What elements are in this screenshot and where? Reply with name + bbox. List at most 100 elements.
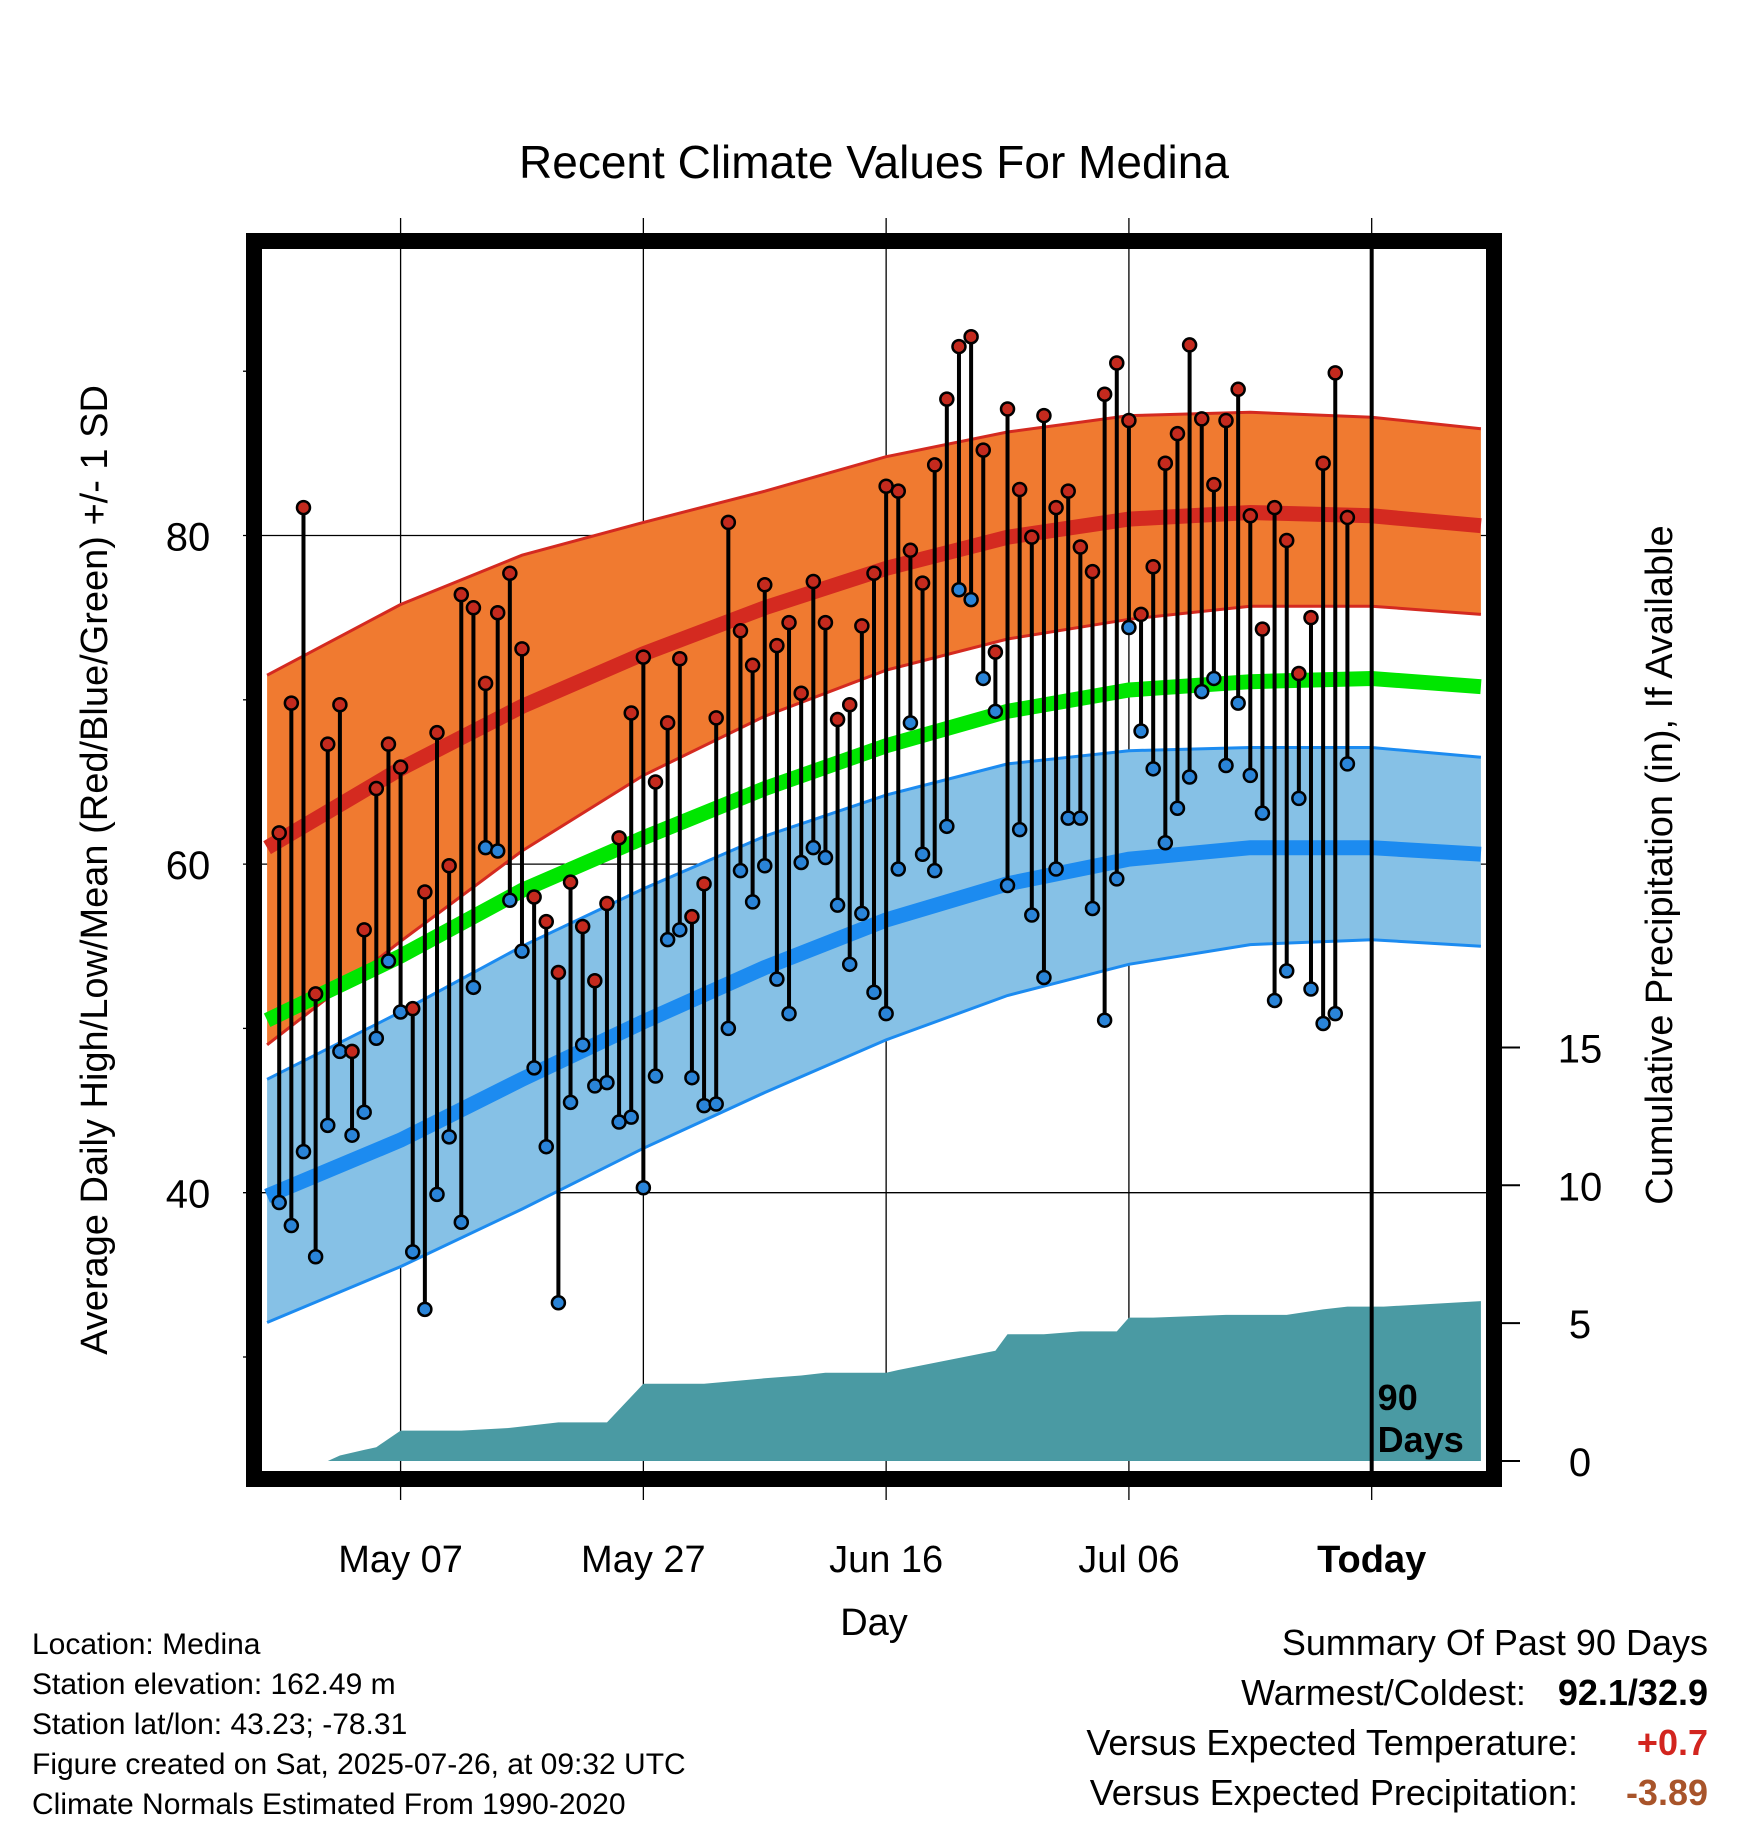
- daily-low-point: [781, 1005, 797, 1022]
- low-normal-band: [267, 747, 1481, 1323]
- daily-low-point: [914, 846, 931, 862]
- daily-high-point: [1218, 412, 1234, 429]
- daily-high-point: [344, 1043, 360, 1060]
- daily-low-point: [769, 971, 785, 987]
- daily-high-point: [465, 600, 482, 616]
- daily-low-point: [1145, 761, 1161, 777]
- precip-tick-label: 5: [1569, 1303, 1591, 1347]
- daily-high-point: [623, 705, 639, 721]
- daily-low-point: [1193, 683, 1210, 700]
- daily-low-point: [1133, 723, 1149, 739]
- x-tick-label: Jun 16: [829, 1539, 943, 1581]
- daily-low-point: [1024, 907, 1040, 923]
- daily-high-point: [890, 483, 907, 499]
- daily-low-point: [647, 1068, 664, 1084]
- daily-low-point: [975, 670, 991, 687]
- daily-high-point: [368, 780, 385, 797]
- daily-high-point: [1084, 563, 1101, 580]
- daily-low-point: [550, 1295, 567, 1311]
- daily-low-point: [902, 715, 919, 731]
- daily-high-point: [538, 913, 555, 930]
- daily-high-point: [659, 715, 676, 731]
- daily-high-point: [939, 391, 955, 407]
- daily-high-point: [841, 696, 858, 713]
- daily-high-point: [611, 830, 627, 846]
- daily-low-point: [1036, 969, 1052, 986]
- daily-high-point: [307, 986, 324, 1002]
- daily-low-point: [1254, 805, 1271, 821]
- plot-area: 90 Days May 07 May 27 Jun 16 Jul 06 Today 40 60 8…: [166, 218, 1602, 1581]
- daily-high-point: [1181, 337, 1198, 353]
- daily-low-point: [1206, 670, 1222, 687]
- x-tick-label: Jul 06: [1078, 1539, 1179, 1581]
- daily-low-point: [817, 849, 834, 866]
- daily-low-point: [1315, 1015, 1331, 1032]
- daily-low-point: [538, 1138, 555, 1155]
- info-elevation: Station elevation: 162.49 m: [32, 1668, 396, 1701]
- daily-low-point: [841, 956, 858, 973]
- daily-high-point: [392, 759, 409, 775]
- daily-low-point: [344, 1127, 360, 1143]
- daily-high-point: [829, 711, 846, 728]
- daily-low-point: [562, 1094, 579, 1111]
- daily-high-point: [817, 614, 834, 631]
- daily-low-point: [1218, 757, 1234, 774]
- daily-high-point: [914, 575, 931, 591]
- daily-high-point: [489, 604, 506, 621]
- daily-high-point: [562, 874, 579, 890]
- low-normal-band-lower-edge: [266, 938, 1481, 1324]
- precipitation-area: [279, 1301, 1481, 1461]
- daily-high-point: [1339, 509, 1356, 526]
- daily-high-point: [1145, 558, 1161, 575]
- daily-high-point: [769, 637, 785, 654]
- plot-frame: [246, 233, 1502, 1487]
- daily-low-point: [951, 581, 967, 598]
- daily-low-point: [320, 1117, 336, 1134]
- x-axis-label: Day: [840, 1602, 908, 1644]
- daily-low-point: [514, 943, 530, 959]
- daily-high-point: [635, 649, 652, 665]
- daily-high-point: [320, 736, 336, 752]
- daily-high-point: [805, 573, 822, 590]
- daily-low-point: [999, 877, 1016, 894]
- daily-low-point: [1181, 769, 1198, 785]
- daily-low-point: [271, 1194, 287, 1211]
- daily-low-point: [963, 591, 979, 608]
- summary-warmest-value: 92.1/32.9: [1557, 1672, 1708, 1713]
- daily-high-point: [356, 922, 372, 938]
- daily-high-point: [1278, 532, 1295, 549]
- daily-low-point: [1339, 756, 1356, 772]
- daily-high-point: [1327, 365, 1344, 381]
- daily-low-point: [1230, 695, 1246, 711]
- daily-high-point: [1242, 508, 1259, 524]
- high-normal-band-upper-edge: [266, 410, 1482, 677]
- daily-high-point: [429, 724, 445, 741]
- daily-high-point: [999, 401, 1016, 417]
- x-tick-label: May 07: [338, 1539, 463, 1581]
- summary-heading: Summary Of Past 90 Days: [1281, 1622, 1708, 1663]
- daily-high-point: [514, 641, 530, 657]
- daily-high-point: [1193, 411, 1210, 427]
- daily-high-point: [1048, 499, 1064, 516]
- daily-high-point: [587, 973, 603, 989]
- daily-low-point: [489, 843, 506, 859]
- daily-low-point: [854, 905, 870, 922]
- daily-high-point: [1206, 476, 1222, 493]
- daily-low-point: [793, 854, 809, 871]
- daily-low-point: [659, 931, 676, 948]
- today-window-label-part: 90: [1378, 1377, 1418, 1418]
- daily-low-point: [635, 1180, 652, 1196]
- daily-low-point: [429, 1186, 445, 1203]
- y-tick-label: 40: [166, 1173, 211, 1217]
- daily-low-point: [1303, 981, 1319, 997]
- daily-high-point: [380, 736, 397, 752]
- daily-high-point: [1024, 529, 1040, 545]
- daily-high-point: [647, 774, 664, 790]
- daily-high-point: [744, 657, 761, 674]
- daily-high-point: [477, 675, 494, 692]
- daily-low-point: [404, 1244, 421, 1260]
- daily-low-point: [623, 1109, 639, 1125]
- daily-high-point: [526, 889, 542, 905]
- daily-low-point: [1157, 834, 1174, 851]
- daily-high-point: [902, 542, 919, 559]
